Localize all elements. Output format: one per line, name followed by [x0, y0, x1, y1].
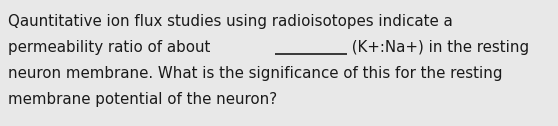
Text: neuron membrane. What is the significance of this for the resting: neuron membrane. What is the significanc…: [8, 66, 503, 81]
Text: (K+:Na+) in the resting: (K+:Na+) in the resting: [347, 40, 530, 55]
Text: membrane potential of the neuron?: membrane potential of the neuron?: [8, 92, 277, 107]
Text: Qauntitative ion flux studies using radioisotopes indicate a: Qauntitative ion flux studies using radi…: [8, 14, 453, 29]
Text: permeability ratio of about: permeability ratio of about: [8, 40, 215, 55]
